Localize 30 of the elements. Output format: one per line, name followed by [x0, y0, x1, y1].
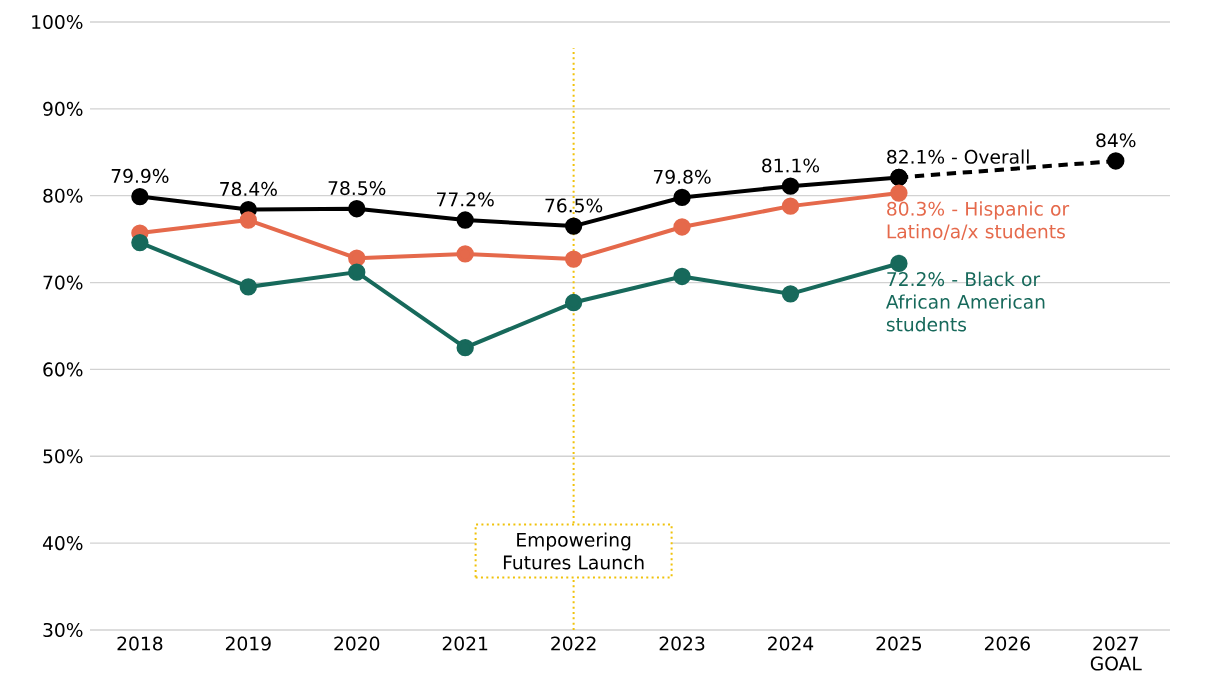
data-label: 84%: [1096, 133, 1136, 148]
data-label: 78.4%: [220, 181, 277, 197]
data-label: 81.1%: [762, 158, 820, 173]
x-tick-label: 2025: [876, 636, 922, 651]
data-label: 76.5%: [545, 198, 603, 213]
x-tick-label: 2023: [659, 636, 705, 651]
y-tick-label: 40%: [42, 536, 83, 551]
x-tick-label: 2022: [551, 636, 596, 651]
data-label: 77.2%: [437, 192, 494, 207]
y-tick-label: 80%: [43, 188, 83, 203]
data-label: 72.2% - Black or African American students: [885, 271, 1045, 332]
data-label: 79.9%: [111, 168, 169, 183]
y-tick-label: 60%: [43, 362, 83, 377]
data-label: 79.8%: [653, 169, 711, 184]
x-tick-label: 2027 GOAL: [1090, 636, 1142, 671]
x-tick-label: 2024: [768, 636, 814, 651]
y-tick-label: 70%: [43, 275, 83, 290]
x-tick-label: 2020: [334, 636, 380, 651]
ref-line-label: Empowering Futures Launch: [503, 532, 644, 570]
x-tick-label: 2018: [117, 636, 163, 651]
y-tick-label: 100%: [32, 14, 83, 30]
y-tick-label: 90%: [43, 101, 83, 116]
x-tick-label: 2019: [225, 636, 271, 651]
data-label: 80.3% - Hispanic or Latino/a/x students: [887, 201, 1070, 240]
y-tick-label: 30%: [43, 622, 83, 638]
data-label: 78.5%: [328, 181, 386, 196]
x-tick-label: 2026: [984, 636, 1030, 651]
y-tick-label: 50%: [43, 449, 83, 464]
data-label: 82.1% - Overall: [887, 149, 1029, 164]
x-tick-label: 2021: [442, 636, 488, 651]
